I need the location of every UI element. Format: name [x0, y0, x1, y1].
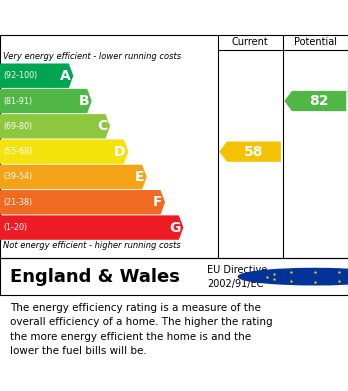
Text: (21-38): (21-38) — [3, 198, 33, 207]
Text: (69-80): (69-80) — [3, 122, 33, 131]
Text: B: B — [78, 94, 89, 108]
Polygon shape — [0, 140, 128, 164]
Polygon shape — [0, 215, 183, 240]
Text: 2002/91/EC: 2002/91/EC — [207, 279, 263, 289]
Circle shape — [238, 269, 348, 285]
Text: Potential: Potential — [294, 38, 337, 47]
Text: D: D — [114, 145, 126, 159]
Text: The energy efficiency rating is a measure of the
overall efficiency of a home. T: The energy efficiency rating is a measur… — [10, 303, 273, 356]
Text: (81-91): (81-91) — [3, 97, 33, 106]
Polygon shape — [0, 165, 147, 189]
Text: Energy Efficiency Rating: Energy Efficiency Rating — [10, 9, 239, 27]
Text: C: C — [97, 119, 107, 133]
Text: Not energy efficient - higher running costs: Not energy efficient - higher running co… — [3, 241, 181, 250]
Text: E: E — [134, 170, 144, 184]
Polygon shape — [0, 114, 110, 138]
Text: (55-68): (55-68) — [3, 147, 33, 156]
Text: (1-20): (1-20) — [3, 223, 27, 232]
Text: Very energy efficient - lower running costs: Very energy efficient - lower running co… — [3, 52, 182, 61]
Polygon shape — [219, 142, 281, 162]
Text: A: A — [60, 69, 71, 83]
Text: England & Wales: England & Wales — [10, 267, 180, 286]
Polygon shape — [284, 91, 346, 111]
Text: 58: 58 — [244, 145, 264, 159]
Text: EU Directive: EU Directive — [207, 265, 267, 275]
Text: Current: Current — [232, 38, 268, 47]
Text: F: F — [153, 195, 162, 209]
Text: (39-54): (39-54) — [3, 172, 33, 181]
Text: (92-100): (92-100) — [3, 71, 38, 80]
Polygon shape — [0, 63, 73, 88]
Polygon shape — [0, 190, 165, 215]
Text: 82: 82 — [309, 94, 329, 108]
Text: G: G — [169, 221, 181, 235]
Polygon shape — [0, 89, 92, 113]
